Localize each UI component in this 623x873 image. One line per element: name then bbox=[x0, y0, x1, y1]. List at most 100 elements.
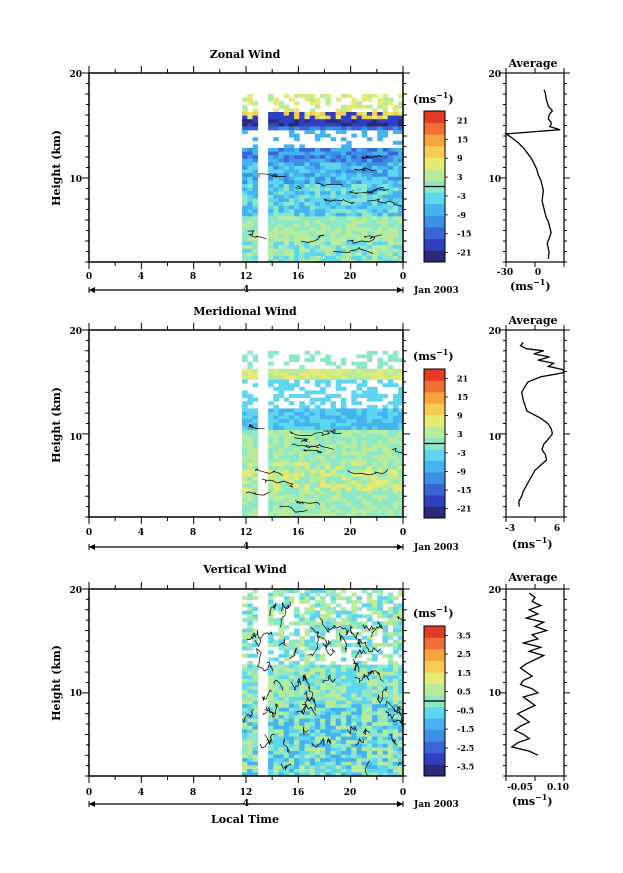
contour-line bbox=[294, 185, 302, 189]
heatmap-cell bbox=[377, 758, 383, 763]
heatmap-cell bbox=[346, 614, 352, 619]
heatmap-cell bbox=[366, 115, 373, 120]
heatmap-cell bbox=[268, 758, 274, 763]
heatmap-cell bbox=[387, 437, 394, 442]
heatmap-cell bbox=[325, 354, 331, 359]
contour-line bbox=[367, 198, 403, 208]
heatmap-cell bbox=[314, 643, 321, 647]
heatmap-cell bbox=[278, 707, 285, 712]
heatmap-cell bbox=[351, 614, 357, 619]
heatmap-cell bbox=[294, 679, 300, 683]
heatmap-cell bbox=[268, 220, 274, 224]
heatmap-cell bbox=[314, 119, 321, 124]
heatmap-cell bbox=[366, 404, 373, 409]
heatmap-cell bbox=[314, 412, 321, 416]
colorbar-swatch bbox=[424, 472, 445, 484]
heatmap-cell bbox=[304, 509, 311, 514]
contour-line bbox=[362, 623, 376, 631]
heatmap-cell bbox=[320, 401, 326, 406]
heatmap-cell bbox=[242, 245, 248, 250]
heatmap-cell bbox=[351, 621, 357, 626]
heatmap-cell bbox=[268, 430, 274, 434]
heatmap-cell bbox=[299, 112, 305, 116]
heatmap-cell bbox=[377, 603, 383, 608]
heatmap-cell bbox=[340, 733, 347, 737]
heatmap-cell bbox=[299, 151, 305, 156]
heatmap-cell bbox=[392, 646, 399, 651]
vertical-xtick-16: 16 bbox=[292, 788, 305, 798]
heatmap-cell bbox=[372, 212, 378, 217]
heatmap-cell bbox=[314, 241, 321, 246]
heatmap-cell bbox=[299, 643, 305, 647]
heatmap-cell bbox=[325, 729, 331, 734]
heatmap-cell bbox=[304, 671, 311, 676]
heatmap-cell bbox=[273, 176, 279, 181]
contour-line bbox=[254, 468, 283, 476]
colorbar-swatch bbox=[424, 752, 445, 765]
heatmap-cell bbox=[330, 772, 337, 776]
heatmap-cell bbox=[346, 455, 352, 460]
heatmap-cell bbox=[320, 682, 326, 687]
heatmap-cell bbox=[273, 404, 279, 409]
heatmap-cell bbox=[242, 498, 248, 503]
heatmap-cell bbox=[273, 386, 279, 391]
heatmap-cell bbox=[387, 166, 394, 170]
heatmap-cell bbox=[398, 740, 403, 745]
heatmap-cell bbox=[325, 751, 331, 755]
heatmap-cell bbox=[377, 679, 383, 683]
heatmap-cell bbox=[330, 462, 337, 467]
heatmap-cell bbox=[320, 502, 326, 506]
heatmap-cell bbox=[372, 599, 378, 604]
heatmap-cell bbox=[288, 245, 295, 250]
heatmap-cell bbox=[382, 202, 389, 206]
heatmap-cell bbox=[242, 390, 248, 395]
heatmap-cell bbox=[288, 415, 295, 420]
heatmap-cell bbox=[309, 184, 316, 188]
heatmap-cell bbox=[299, 158, 305, 163]
zonal-colorbar-unit: (ms−1) bbox=[413, 90, 454, 106]
heatmap-cell bbox=[366, 722, 373, 727]
heatmap-cell bbox=[351, 169, 357, 174]
heatmap-cell bbox=[283, 733, 290, 737]
heatmap-cell bbox=[252, 743, 259, 748]
heatmap-cell bbox=[268, 368, 274, 373]
heatmap-cell bbox=[294, 209, 300, 214]
heatmap-cell bbox=[273, 212, 279, 217]
heatmap-cell bbox=[325, 502, 331, 506]
heatmap-cell bbox=[283, 386, 290, 391]
heatmap-cell bbox=[392, 487, 399, 492]
heatmap-cell bbox=[299, 187, 305, 192]
heatmap-cell bbox=[268, 426, 274, 431]
heatmap-cell bbox=[288, 700, 295, 705]
heatmap-cell bbox=[330, 415, 337, 420]
heatmap-cell bbox=[314, 451, 321, 456]
heatmap-cell bbox=[340, 372, 347, 377]
heatmap-cell bbox=[325, 112, 331, 116]
heatmap-cell bbox=[382, 736, 389, 741]
heatmap-cell bbox=[304, 661, 311, 665]
heatmap-cell bbox=[299, 259, 305, 262]
contour-line bbox=[302, 726, 309, 735]
heatmap-cell bbox=[304, 498, 311, 503]
heatmap-cell bbox=[278, 466, 285, 470]
heatmap-cell bbox=[268, 126, 274, 131]
heatmap-cell bbox=[356, 725, 363, 730]
heatmap-cell bbox=[382, 245, 389, 250]
heatmap-cell bbox=[398, 671, 403, 676]
heatmap-cell bbox=[346, 679, 352, 683]
heatmap-cell bbox=[372, 220, 378, 224]
heatmap-cell bbox=[330, 212, 337, 217]
heatmap-cell bbox=[309, 130, 316, 134]
meridional-average-unit: (ms−1) bbox=[512, 535, 553, 551]
heatmap-cell bbox=[372, 711, 378, 716]
heatmap-cell bbox=[392, 383, 399, 388]
heatmap-cell bbox=[314, 101, 321, 106]
heatmap-cell bbox=[314, 444, 321, 449]
heatmap-cell bbox=[356, 758, 363, 763]
heatmap-cell bbox=[340, 205, 347, 210]
heatmap-cell bbox=[387, 376, 394, 380]
heatmap-cell bbox=[335, 596, 342, 601]
heatmap-cell bbox=[320, 148, 326, 152]
contour-line bbox=[361, 155, 382, 160]
heatmap-cell bbox=[382, 444, 389, 449]
